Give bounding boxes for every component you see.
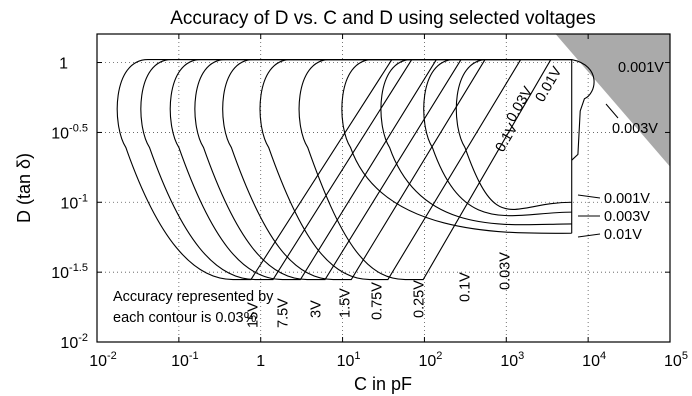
series-label: 3V <box>309 300 325 318</box>
series-label: 15V <box>246 302 262 328</box>
contour-0.01V <box>380 59 572 226</box>
x-tick-label: 104 <box>582 350 606 370</box>
series-label: 0.03V <box>498 252 514 290</box>
x-tick-label: 1 <box>256 353 265 370</box>
series-label: 0.03V <box>504 84 537 125</box>
axis-ticks: 10-2 10-1 1 101 102 103 104 10510-210-1.510-110… <box>51 34 688 370</box>
contour-0.03V <box>341 59 572 234</box>
y-tick-label: 10-0.5 <box>51 122 88 142</box>
x-tick-label: 10-1 <box>171 350 199 370</box>
x-tick-label: 101 <box>337 350 361 370</box>
arrow-label: 0.01V <box>604 227 642 243</box>
excluded-region-label: 0.001V <box>618 60 664 76</box>
arrow-label: 0.001V <box>604 191 650 207</box>
x-tick-label: 10-2 <box>89 350 117 370</box>
contour-0.003V <box>423 59 572 217</box>
x-tick-label: 103 <box>500 350 524 370</box>
contour-0.1V <box>298 59 552 281</box>
series-label: 0.01V <box>533 64 566 105</box>
x-tick-label: 105 <box>664 350 688 370</box>
series-label: 7.5V <box>276 298 292 328</box>
y-axis-label: D (tan δ) <box>14 153 34 223</box>
y-tick-label: 10-1 <box>60 192 88 212</box>
y-tick-label: 10-2 <box>60 332 88 352</box>
annotation-labels: 15V 7.5V 3V 1.5V 0.75V 0.25V 0.1V 0.03V0.01V0.0… <box>246 60 665 328</box>
arrow-line <box>605 103 619 119</box>
notch-label: 0.003V <box>612 121 658 137</box>
y-tick-label: 10-1.5 <box>51 262 88 282</box>
x-axis-label: C in pF <box>354 374 412 394</box>
contour-0.25V <box>259 59 522 281</box>
arrow-label: 0.003V <box>604 209 650 225</box>
arrow-line <box>577 233 601 238</box>
contour-0.001V <box>455 59 572 210</box>
note-line-2: each contour is 0.03% <box>113 310 257 326</box>
note-line-1: Accuracy represented by <box>113 289 274 305</box>
series-label: 1.5V <box>338 288 354 318</box>
excluded-region <box>555 34 670 167</box>
plot-frame <box>96 33 671 343</box>
series-label: 0.1V <box>493 121 522 155</box>
series-label: 0.75V <box>370 282 386 320</box>
x-tick-label: 102 <box>418 350 442 370</box>
contour-15V <box>116 59 393 281</box>
grid-lines <box>97 34 670 342</box>
contour-lines <box>116 59 595 281</box>
y-tick-label: 1 <box>59 56 68 73</box>
contour-0.75V <box>222 59 486 281</box>
contour-1.5V <box>194 59 462 281</box>
contour-7.5V <box>140 59 413 281</box>
boundary-notch <box>571 59 595 161</box>
series-label: 0.25V <box>412 280 428 318</box>
chart-title: Accuracy of D vs. C and D using selected… <box>170 8 596 29</box>
contour-3V <box>169 59 437 281</box>
series-label: 0.1V <box>458 272 474 302</box>
arrow-line <box>577 194 601 199</box>
